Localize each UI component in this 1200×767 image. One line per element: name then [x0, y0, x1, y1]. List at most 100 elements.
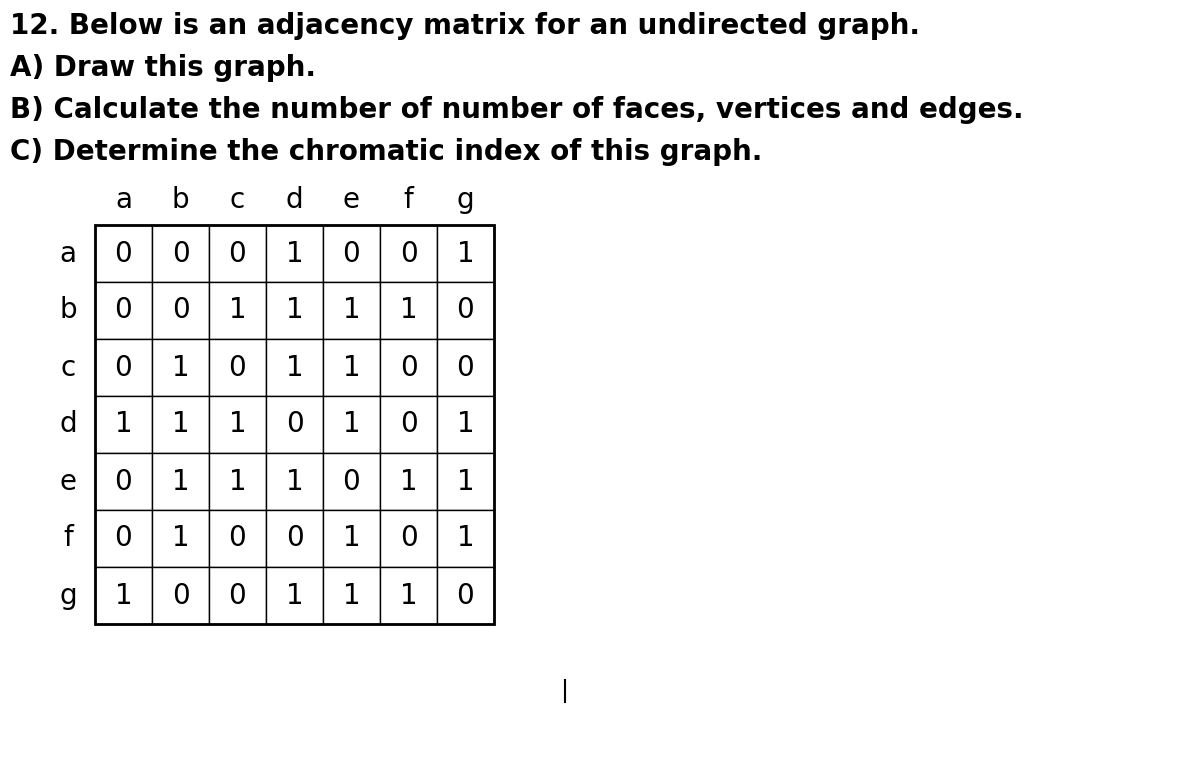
Text: 1: 1 [229, 410, 246, 439]
Text: 12. Below is an adjacency matrix for an undirected graph.: 12. Below is an adjacency matrix for an … [10, 12, 920, 40]
Text: c: c [230, 186, 245, 214]
Bar [323, 396, 380, 453]
Bar [95, 282, 152, 339]
Bar [95, 567, 152, 624]
Text: 0: 0 [172, 297, 190, 324]
Bar [323, 282, 380, 339]
Text: 1: 1 [172, 354, 190, 381]
Text: b: b [59, 297, 77, 324]
Bar [95, 453, 152, 510]
Text: 1: 1 [286, 354, 304, 381]
Text: 0: 0 [400, 525, 418, 552]
Bar [380, 453, 437, 510]
Text: 0: 0 [400, 410, 418, 439]
Text: 1: 1 [286, 297, 304, 324]
Text: g: g [457, 186, 474, 214]
Text: b: b [172, 186, 190, 214]
Bar [323, 339, 380, 396]
Text: 0: 0 [343, 239, 360, 268]
Text: 0: 0 [229, 525, 246, 552]
Bar [152, 567, 209, 624]
Text: 1: 1 [229, 297, 246, 324]
Text: a: a [115, 186, 132, 214]
Text: 1: 1 [457, 525, 474, 552]
Text: 0: 0 [286, 525, 304, 552]
Text: 0: 0 [457, 581, 474, 610]
Text: 0: 0 [115, 525, 132, 552]
Text: d: d [59, 410, 77, 439]
Text: 0: 0 [115, 468, 132, 495]
Bar [323, 225, 380, 282]
Bar [209, 510, 266, 567]
Bar [437, 225, 494, 282]
Text: 1: 1 [343, 297, 360, 324]
Text: 0: 0 [343, 468, 360, 495]
Bar [152, 225, 209, 282]
Bar [95, 225, 152, 282]
Bar [266, 339, 323, 396]
Bar [266, 567, 323, 624]
Bar [95, 339, 152, 396]
Bar [209, 396, 266, 453]
Bar [266, 225, 323, 282]
Bar [209, 282, 266, 339]
Bar [380, 396, 437, 453]
Bar [323, 453, 380, 510]
Text: 1: 1 [172, 525, 190, 552]
Text: 0: 0 [400, 354, 418, 381]
Bar [209, 567, 266, 624]
Text: 1: 1 [400, 468, 418, 495]
Bar [266, 282, 323, 339]
Bar [209, 225, 266, 282]
Bar [437, 567, 494, 624]
Bar [323, 567, 380, 624]
Text: 0: 0 [172, 239, 190, 268]
Text: 1: 1 [343, 354, 360, 381]
Text: a: a [60, 239, 77, 268]
Bar [380, 282, 437, 339]
Text: 0: 0 [115, 239, 132, 268]
Bar [437, 453, 494, 510]
Bar [323, 510, 380, 567]
Text: 0: 0 [400, 239, 418, 268]
Text: 1: 1 [343, 410, 360, 439]
Bar [266, 396, 323, 453]
Text: 1: 1 [343, 525, 360, 552]
Bar [266, 510, 323, 567]
Text: 0: 0 [457, 354, 474, 381]
Text: B) Calculate the number of number of faces, vertices and edges.: B) Calculate the number of number of fac… [10, 96, 1024, 124]
Text: c: c [60, 354, 76, 381]
Text: 0: 0 [115, 297, 132, 324]
Text: 0: 0 [172, 581, 190, 610]
Text: f: f [403, 186, 413, 214]
Bar [95, 225, 494, 624]
Bar [152, 453, 209, 510]
Bar [152, 282, 209, 339]
Text: 1: 1 [400, 297, 418, 324]
Text: 1: 1 [343, 581, 360, 610]
Text: 0: 0 [229, 354, 246, 381]
Bar [152, 510, 209, 567]
Text: 0: 0 [229, 581, 246, 610]
Text: 1: 1 [115, 410, 132, 439]
Text: 1: 1 [172, 410, 190, 439]
Bar [152, 339, 209, 396]
Text: C) Determine the chromatic index of this graph.: C) Determine the chromatic index of this… [10, 138, 762, 166]
Text: g: g [59, 581, 77, 610]
Bar [209, 339, 266, 396]
Bar [152, 396, 209, 453]
Text: 1: 1 [457, 468, 474, 495]
Text: 0: 0 [229, 239, 246, 268]
Bar [380, 339, 437, 396]
Bar [437, 339, 494, 396]
Bar [380, 567, 437, 624]
Text: f: f [64, 525, 73, 552]
Text: e: e [343, 186, 360, 214]
Text: A) Draw this graph.: A) Draw this graph. [10, 54, 316, 82]
Bar [437, 510, 494, 567]
Text: d: d [286, 186, 304, 214]
Text: 0: 0 [457, 297, 474, 324]
Bar [380, 225, 437, 282]
Text: 1: 1 [229, 468, 246, 495]
Bar [380, 510, 437, 567]
